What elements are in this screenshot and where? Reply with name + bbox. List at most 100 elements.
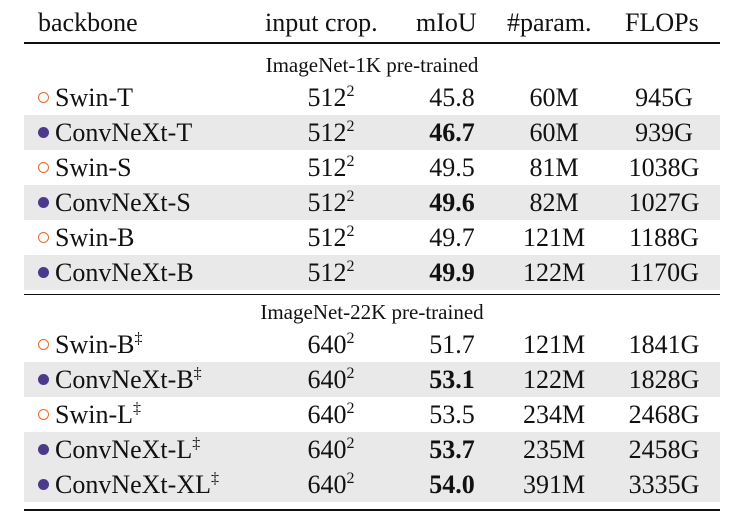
- table-row: ConvNeXt-B 5122 49.9 122M 1170G: [24, 255, 720, 290]
- params-cell: 234M: [522, 400, 586, 429]
- input-crop-cell: 6402: [286, 364, 376, 395]
- params-cell: 81M: [529, 153, 579, 182]
- bottom-rule: [24, 509, 720, 511]
- table-row: Swin-B 5122 49.7 121M 1188G: [24, 220, 720, 255]
- miou-cell: 49.7: [429, 223, 475, 252]
- table-row: Swin-L‡ 6402 53.5 234M 2468G: [24, 397, 720, 432]
- crop-exponent: 2: [346, 365, 355, 382]
- header-miou: mIoU: [416, 8, 477, 37]
- miou-cell: 53.1: [429, 365, 475, 394]
- table-header: backbone input crop. mIoU #param. FLOPs: [24, 0, 720, 42]
- backbone-cell: ConvNeXt-S: [38, 187, 191, 218]
- params-cell: 391M: [522, 470, 586, 499]
- backbone-cell: Swin-B: [38, 222, 134, 253]
- flops-cell: 939G: [635, 118, 693, 147]
- miou-cell: 49.9: [429, 258, 475, 287]
- dagger-mark: ‡: [134, 330, 143, 347]
- input-crop-cell: 6402: [286, 434, 376, 465]
- miou-cell: 46.7: [429, 118, 475, 147]
- flops-cell: 1841G: [628, 330, 700, 359]
- open-circle-icon: [38, 92, 49, 103]
- params-cell: 235M: [522, 435, 586, 464]
- filled-circle-icon: [38, 479, 49, 490]
- open-circle-icon: [38, 232, 49, 243]
- params-cell: 122M: [522, 258, 586, 287]
- backbone-cell: Swin-T: [38, 82, 133, 113]
- filled-circle-icon: [38, 197, 49, 208]
- backbone-name: Swin-T: [55, 83, 133, 112]
- section-label: ImageNet-22K pre-trained: [260, 300, 484, 324]
- input-crop-cell: 5122: [286, 152, 376, 183]
- dagger-mark: ‡: [133, 400, 141, 417]
- miou-cell: 49.6: [429, 188, 475, 217]
- params-cell: 121M: [522, 330, 586, 359]
- filled-circle-icon: [38, 267, 49, 278]
- table-row: Swin-B‡ 6402 51.7 121M 1841G: [24, 327, 720, 362]
- crop-exponent: 2: [346, 400, 355, 417]
- crop-value: 512: [307, 83, 347, 112]
- crop-exponent: 2: [346, 188, 355, 205]
- miou-cell: 53.5: [429, 400, 475, 429]
- crop-value: 640: [307, 365, 347, 394]
- crop-exponent: 2: [346, 153, 355, 170]
- table-row: ConvNeXt-XL‡ 6402 54.0 391M 3335G: [24, 467, 720, 502]
- params-cell: 121M: [522, 223, 586, 252]
- header-flops: FLOPs: [625, 8, 699, 37]
- crop-value: 512: [307, 153, 347, 182]
- flops-cell: 3335G: [628, 470, 700, 499]
- miou-cell: 45.8: [429, 83, 475, 112]
- flops-cell: 1188G: [629, 223, 699, 252]
- backbone-cell: ConvNeXt-T: [38, 117, 192, 148]
- header-params: #param.: [507, 8, 592, 37]
- section-divider-rule: [24, 294, 720, 295]
- miou-cell: 49.5: [429, 153, 475, 182]
- filled-circle-icon: [38, 444, 49, 455]
- dagger-mark: ‡: [210, 470, 219, 487]
- backbone-name: ConvNeXt-B: [55, 365, 194, 394]
- backbone-name: Swin-B: [55, 330, 135, 359]
- table-row: ConvNeXt-T 5122 46.7 60M 939G: [24, 115, 720, 150]
- table-row: ConvNeXt-L‡ 6402 53.7 235M 2458G: [24, 432, 720, 467]
- backbone-name: ConvNeXt-B: [55, 258, 194, 287]
- open-circle-icon: [38, 409, 49, 420]
- dagger-mark: ‡: [193, 365, 202, 382]
- flops-cell: 1038G: [628, 153, 700, 182]
- crop-exponent: 2: [346, 470, 355, 487]
- flops-cell: 2458G: [628, 435, 700, 464]
- input-crop-cell: 6402: [286, 329, 376, 360]
- input-crop-cell: 5122: [286, 117, 376, 148]
- flops-cell: 945G: [635, 83, 693, 112]
- table-row: ConvNeXt-B‡ 6402 53.1 122M 1828G: [24, 362, 720, 397]
- filled-circle-icon: [38, 127, 49, 138]
- backbone-cell: ConvNeXt-L‡: [38, 434, 200, 465]
- backbone-cell: ConvNeXt-B: [38, 257, 194, 288]
- table-row: Swin-S 5122 49.5 81M 1038G: [24, 150, 720, 185]
- crop-exponent: 2: [346, 118, 355, 135]
- backbone-name: Swin-S: [55, 153, 132, 182]
- crop-value: 640: [307, 400, 347, 429]
- params-cell: 60M: [529, 83, 579, 112]
- table-row: Swin-T 5122 45.8 60M 945G: [24, 80, 720, 115]
- crop-value: 640: [307, 435, 347, 464]
- backbone-cell: ConvNeXt-B‡: [38, 364, 202, 395]
- miou-cell: 54.0: [429, 470, 475, 499]
- backbone-cell: Swin-S: [38, 152, 132, 183]
- input-crop-cell: 5122: [286, 187, 376, 218]
- input-crop-cell: 5122: [286, 222, 376, 253]
- crop-exponent: 2: [346, 83, 355, 100]
- header-backbone: backbone: [38, 8, 138, 37]
- backbone-name: Swin-B: [55, 223, 135, 252]
- input-crop-cell: 6402: [286, 399, 376, 430]
- flops-cell: 2468G: [628, 400, 700, 429]
- dagger-mark: ‡: [192, 435, 201, 452]
- crop-value: 512: [307, 188, 347, 217]
- open-circle-icon: [38, 162, 49, 173]
- crop-value: 512: [307, 258, 347, 287]
- crop-exponent: 2: [346, 258, 355, 275]
- backbone-name: ConvNeXt-XL: [55, 470, 211, 499]
- open-circle-icon: [38, 339, 49, 350]
- header-rule: [24, 42, 720, 44]
- backbone-cell: ConvNeXt-XL‡: [38, 469, 219, 500]
- backbone-name: ConvNeXt-T: [55, 118, 193, 147]
- miou-cell: 51.7: [429, 330, 475, 359]
